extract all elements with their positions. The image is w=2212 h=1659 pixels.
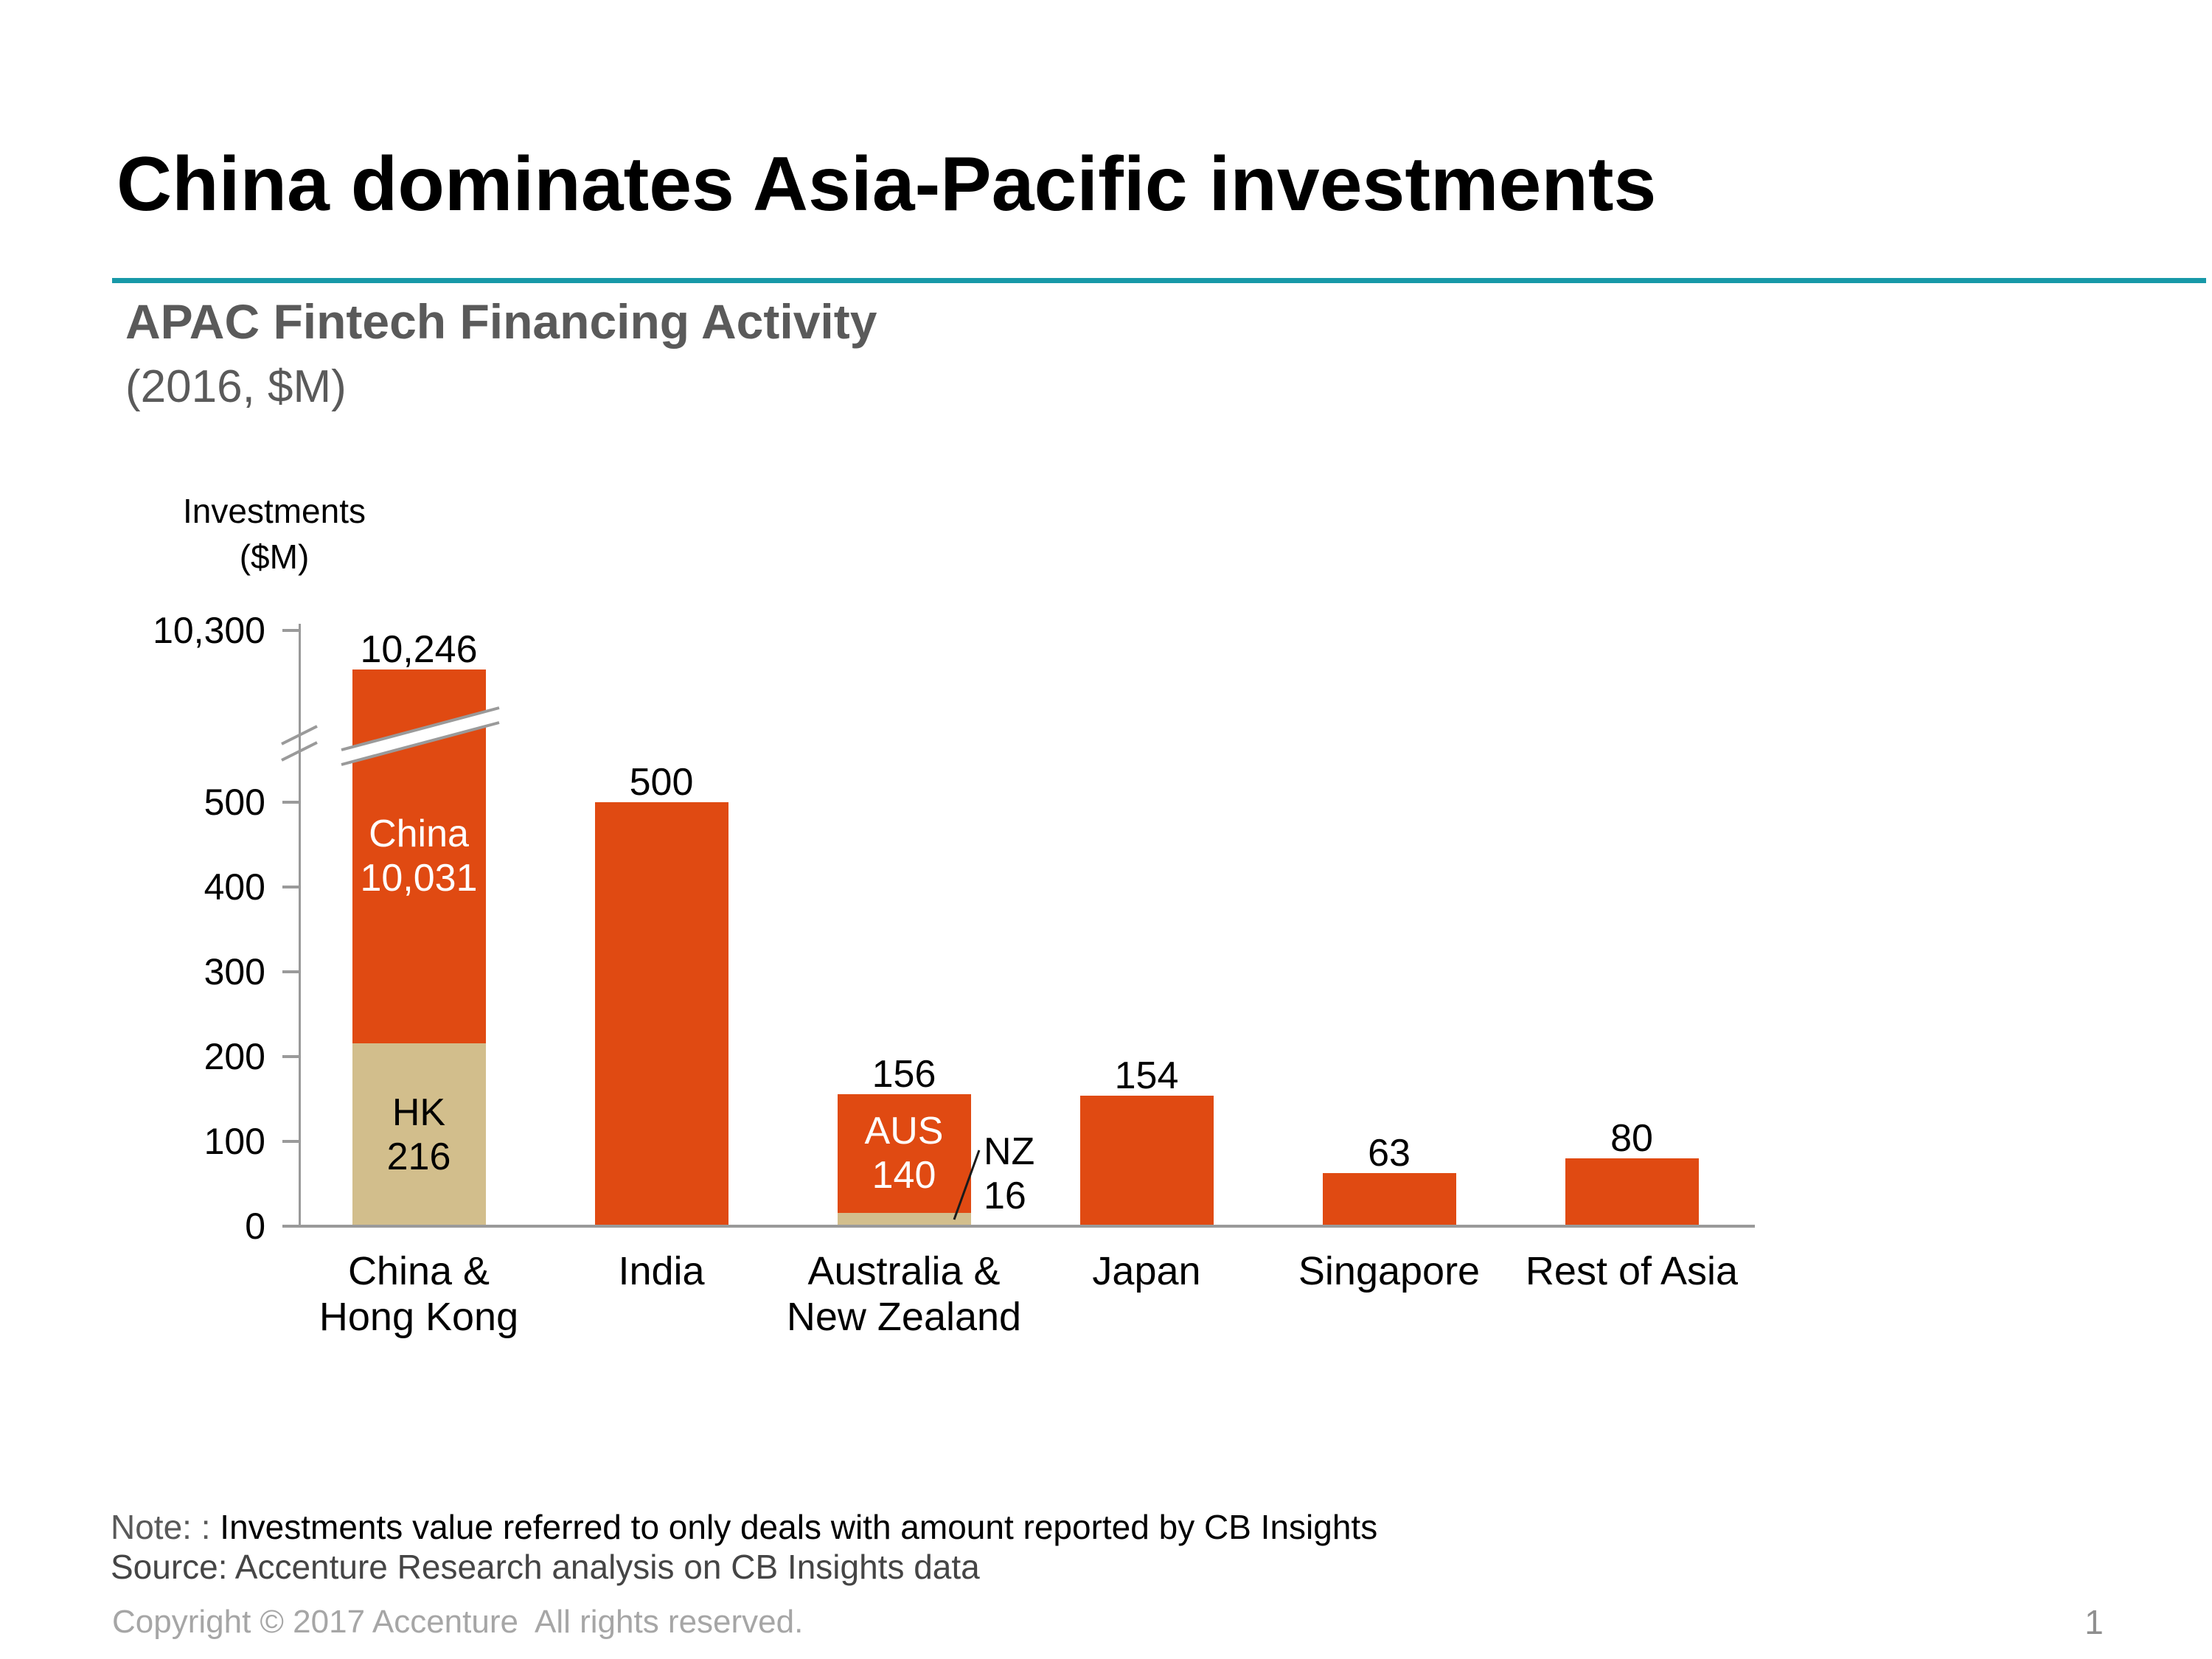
- bar-segment-japan: [1080, 1095, 1214, 1226]
- y-axis-tick: [282, 1055, 299, 1058]
- category-label-line: Australia &: [807, 1249, 1001, 1293]
- y-axis-tick: [282, 1140, 299, 1143]
- category-label: Rest of Asia: [1477, 1248, 1787, 1294]
- copyright-line: Copyright © 2017 Accenture All rights re…: [112, 1604, 804, 1640]
- bar-segment-nz: [838, 1212, 971, 1226]
- category-label: China & Hong Kong: [264, 1248, 574, 1340]
- page-title: China dominates Asia-Pacific investments: [116, 142, 1657, 227]
- y-axis-title-line1: Investments: [183, 492, 366, 530]
- note-text: Investments value referred to only deals…: [210, 1508, 1378, 1546]
- y-axis-tick-label: 500: [204, 782, 265, 823]
- y-axis-tick-label: 300: [204, 951, 265, 992]
- bar-segment-label: HK 216: [308, 1091, 529, 1179]
- bar-total-label: 156: [872, 1052, 936, 1096]
- x-axis-line: [299, 1225, 1755, 1228]
- bar-total-label: 500: [629, 761, 694, 804]
- y-axis-tick: [282, 886, 299, 888]
- bar-total-label: 63: [1368, 1131, 1411, 1175]
- bar-segment-label-line: HK: [392, 1091, 446, 1134]
- bar-segment-hk: [352, 1043, 486, 1226]
- bar-total-label: 154: [1114, 1054, 1179, 1097]
- chart-subheading: (2016, $M): [125, 361, 347, 412]
- bar-total-label: 80: [1610, 1117, 1653, 1160]
- category-label-line: Hong Kong: [319, 1295, 519, 1339]
- y-axis-tick-label: 0: [245, 1206, 265, 1247]
- bar-segment-rest-of-asia: [1565, 1158, 1699, 1226]
- category-label-line: India: [618, 1249, 705, 1293]
- bar-segment-label-line: AUS: [864, 1110, 944, 1153]
- y-axis-title: Investments ($M): [164, 488, 385, 580]
- y-axis-title-line2: ($M): [239, 538, 310, 576]
- bar-segment-label-line: 10,031: [360, 857, 478, 900]
- chart-heading: APAC Fintech Financing Activity: [125, 294, 877, 349]
- note-label: Note: :: [111, 1508, 211, 1546]
- bar-segment-aus: [838, 1093, 971, 1213]
- y-axis-tick: [282, 970, 299, 973]
- bar-segment-label-line: 216: [386, 1135, 451, 1178]
- source-line: Source: Accenture Research analysis on C…: [111, 1548, 980, 1586]
- y-axis-tick-label: 200: [204, 1036, 265, 1077]
- category-label: India: [507, 1248, 816, 1294]
- y-axis-tick-label: 400: [204, 866, 265, 908]
- category-label-line: China &: [347, 1249, 490, 1293]
- nz-callout-label: NZ 16: [984, 1130, 1034, 1218]
- category-label-line: Japan: [1092, 1249, 1201, 1293]
- category-label-line: Singapore: [1298, 1249, 1481, 1293]
- category-label: Australia & New Zealand: [749, 1248, 1059, 1340]
- y-axis-line: [299, 624, 301, 1226]
- category-label: Japan: [992, 1248, 1301, 1294]
- nz-callout-label-line: NZ: [984, 1130, 1035, 1173]
- note-line: Note: : Investments value referred to on…: [111, 1506, 1377, 1548]
- category-label: Singapore: [1234, 1248, 1544, 1294]
- bar-segment-label: China 10,031: [308, 812, 529, 900]
- bar-segment-label-line: China: [369, 813, 469, 856]
- y-axis-tick-label: 100: [204, 1121, 265, 1162]
- category-label-line: Rest of Asia: [1525, 1249, 1739, 1293]
- y-axis-tick: [282, 801, 299, 804]
- y-axis-tick: [282, 1225, 299, 1228]
- page-number: 1: [2084, 1603, 2104, 1641]
- bar-segment-label: AUS 140: [793, 1109, 1015, 1197]
- bar-segment-singapore: [1323, 1172, 1456, 1226]
- category-label-line: New Zealand: [786, 1295, 1022, 1339]
- y-axis-tick: [282, 629, 299, 632]
- nz-callout-label-line: 16: [984, 1175, 1026, 1217]
- bar-total-label: 10,246: [360, 628, 478, 671]
- bar-segment-label-line: 140: [872, 1154, 936, 1197]
- bar-segment-india: [595, 802, 728, 1226]
- y-axis-tick-label: 10,300: [153, 610, 265, 651]
- title-underline: [112, 278, 2206, 283]
